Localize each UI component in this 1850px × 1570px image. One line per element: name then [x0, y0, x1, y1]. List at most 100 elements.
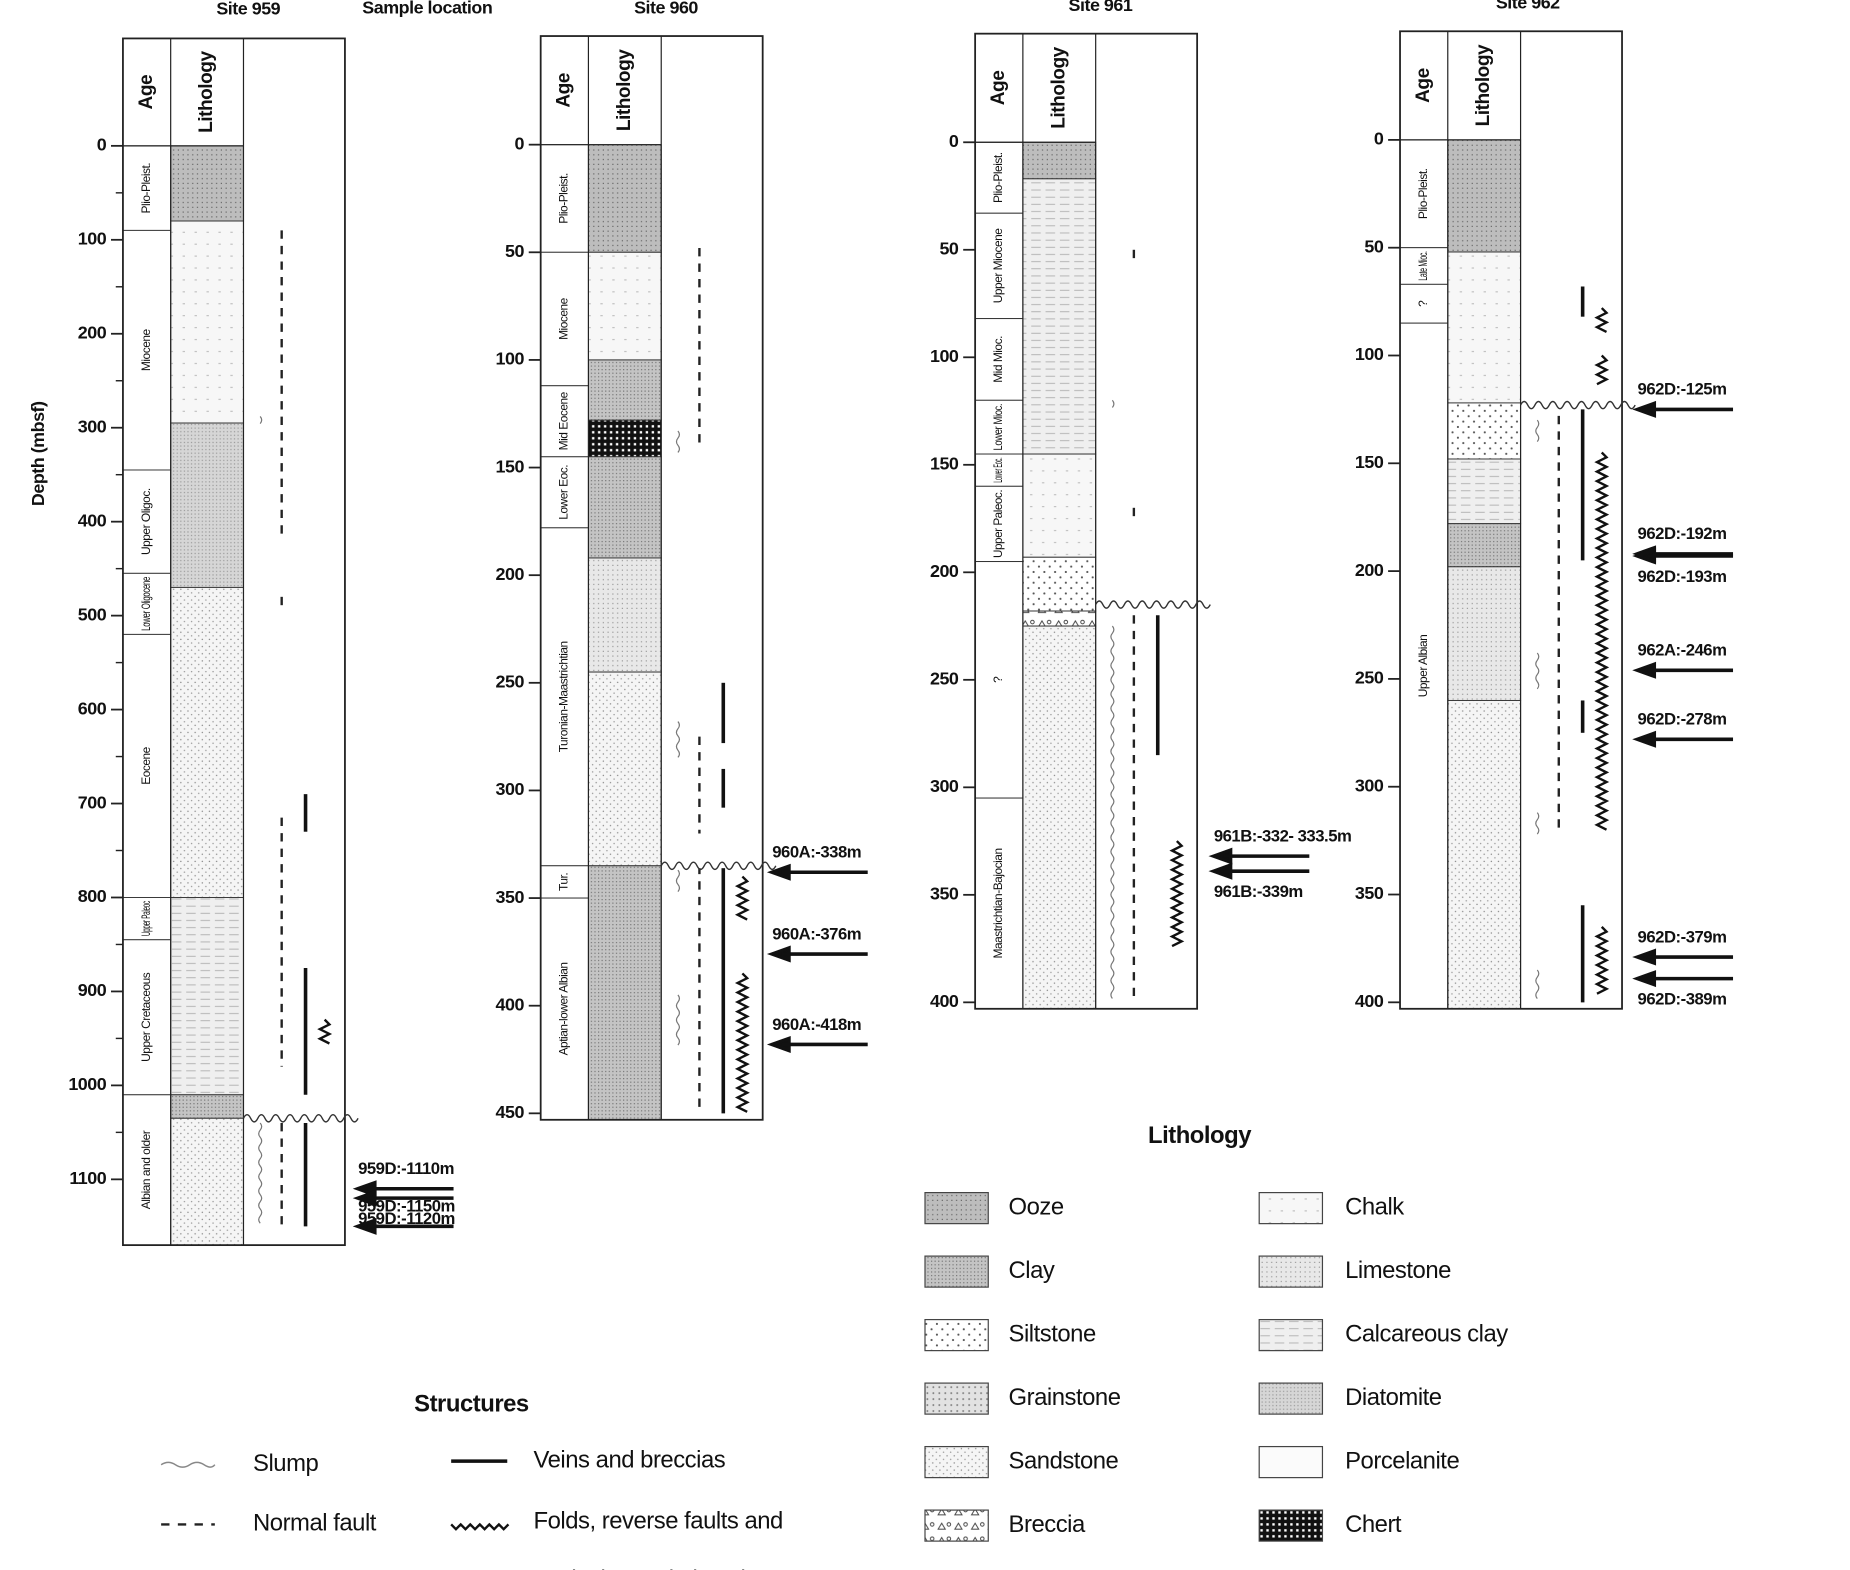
tick-label: 300: [78, 416, 107, 436]
lithology-unit: [1447, 139, 1522, 253]
legend-label: Veins and breccias: [534, 1446, 726, 1473]
legend-label: Calcareous clay: [1345, 1320, 1508, 1347]
age-unit: [122, 229, 172, 471]
tick-label: 0: [949, 131, 959, 151]
sample-location-header: Sample location: [362, 0, 492, 17]
age-label: Plio-Pleist.: [557, 173, 571, 224]
tick-label: 100: [496, 349, 525, 369]
unconformity-mask: [662, 861, 762, 869]
sample-label: 959D:-1150m: [358, 1197, 455, 1216]
age-label: Mid Eocene: [557, 391, 571, 450]
age-label: Late Mioc.: [1416, 251, 1430, 281]
legend-label: Limestone: [1345, 1257, 1451, 1284]
legend-label: Grainstone: [1009, 1384, 1121, 1411]
sample-arrow: [352, 1217, 454, 1235]
sample-label: 962D:-125m: [1638, 380, 1727, 399]
site-title: Site 960: [634, 0, 698, 17]
tick-label: 600: [78, 698, 107, 718]
tick-label: 300: [930, 776, 959, 796]
tick-label: 300: [1355, 775, 1384, 795]
age-label: Plio-Pleist.: [139, 163, 153, 214]
legend-label: Slump: [253, 1450, 318, 1477]
age-label: Upper Miocene: [991, 228, 1005, 303]
tick-label: 250: [496, 672, 525, 692]
legend-label: Ooze: [1009, 1193, 1064, 1220]
lithology-unit: [1022, 453, 1097, 558]
legend-swatch: [924, 1445, 989, 1479]
lithology-unit: [1447, 251, 1522, 404]
tick-label: 450: [496, 1102, 525, 1122]
lithology-unit: [1447, 566, 1522, 701]
sample-label: 960A:-376m: [772, 924, 861, 943]
sample-arrow: [352, 1189, 454, 1207]
fold: [317, 1018, 333, 1045]
legend-swatch: [924, 1509, 989, 1542]
lithology-unit: [587, 419, 662, 458]
fold: [1594, 926, 1610, 995]
lithology-unit: [587, 671, 662, 867]
tick-label: 50: [1364, 236, 1383, 256]
slump: [675, 721, 681, 758]
slump: [1535, 652, 1540, 690]
age-label: Lower Eoc.: [557, 465, 571, 520]
age-label: Albian and older: [139, 1130, 153, 1209]
column-frame: [539, 35, 764, 1121]
tick-label: 250: [930, 669, 959, 689]
column-header: Age: [554, 73, 575, 108]
legend-swatch: [1258, 1318, 1324, 1352]
tick-label: 1000: [68, 1074, 106, 1094]
age-label: Turonian-Maastrichtian: [557, 641, 571, 752]
tick-label: 350: [1355, 883, 1384, 903]
slump: [1110, 625, 1115, 999]
column-header: Age: [988, 71, 1009, 106]
unconformity: [242, 1114, 359, 1123]
lithology-unit: [1447, 402, 1522, 460]
tick-label: 100: [1355, 344, 1384, 364]
sample-label: 962D:-193m: [1638, 567, 1727, 586]
lithology-unit: [1022, 141, 1097, 180]
age-unit: [540, 144, 589, 253]
age-unit: [1399, 139, 1449, 249]
age-unit: [1399, 283, 1449, 324]
age-unit: [974, 212, 1024, 320]
tick-label: 50: [505, 241, 524, 261]
legend-title: Structures: [414, 1390, 529, 1417]
tick-label: 400: [78, 510, 107, 530]
sample-label: 959D:-1110m: [358, 1159, 454, 1178]
column-header: Lithology: [614, 49, 635, 131]
sample-label: 961B:-339m: [1214, 882, 1303, 901]
lithology-unit: [587, 456, 662, 559]
sample-label: 960A:-418m: [772, 1015, 861, 1034]
sample-arrow: [766, 945, 868, 963]
slump: [1535, 419, 1540, 443]
column-header: Lithology: [196, 51, 217, 133]
fold: [1594, 451, 1610, 831]
age-label: Upper Paleoc: [139, 901, 153, 936]
fold: [1594, 354, 1610, 386]
sample-label: 962D:-192m: [1638, 524, 1727, 543]
age-label: ?: [991, 676, 1005, 683]
sample-label: 960A:-338m: [772, 843, 861, 862]
slump: [258, 1122, 263, 1224]
age-unit: [974, 318, 1024, 401]
sample-arrow: [1632, 547, 1734, 565]
legend-swatch: [1258, 1509, 1324, 1542]
lithology-unit: [1022, 556, 1097, 612]
column-header: Lithology: [1048, 46, 1069, 128]
age-label: Upper Albian: [1416, 635, 1430, 698]
unconformity-mask: [244, 1113, 344, 1121]
slump: [1111, 399, 1115, 408]
sample-arrow: [1632, 970, 1734, 988]
lithology-unit: [1022, 625, 1097, 1010]
column-header: Age: [1413, 68, 1434, 103]
legend-label: Diatomite: [1345, 1384, 1442, 1411]
tick-label: 1100: [69, 1168, 106, 1188]
legend-swatch: [924, 1318, 989, 1352]
age-label: Tur.: [557, 873, 571, 891]
lithology-unit: [170, 1094, 244, 1119]
lithology-unit: [170, 422, 244, 588]
legend-swatch: [1258, 1192, 1324, 1225]
tick-label: 300: [496, 779, 525, 799]
age-label: Upper Paleoc.: [991, 490, 1005, 558]
tick-label: 500: [78, 604, 107, 624]
